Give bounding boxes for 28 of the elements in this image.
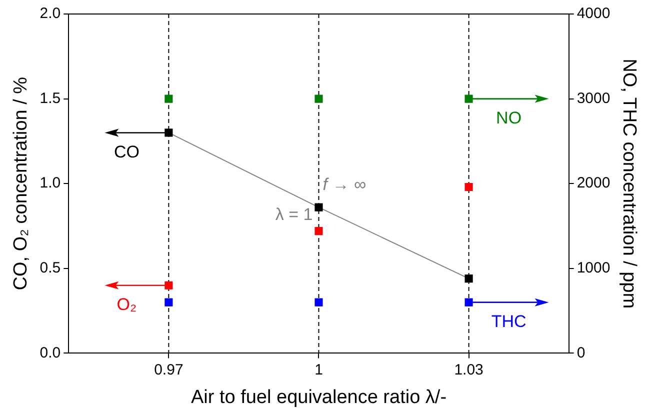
- point: [314, 203, 323, 212]
- legend-label: NO: [496, 108, 522, 128]
- y-tick-label: 1.5: [40, 90, 61, 107]
- y-tick-label: 0.0: [40, 344, 61, 362]
- y-tick-label: 2.0: [40, 5, 61, 22]
- annotation: λ = 1: [275, 205, 313, 224]
- y2-tick-label: 3000: [576, 90, 610, 107]
- y2-tick-label: 4000: [576, 5, 610, 22]
- point: [164, 281, 173, 290]
- legend-label: THC: [491, 312, 526, 332]
- x-tick-label: 0.97: [154, 361, 184, 378]
- y-axis-title: CO, O₂ concentration / %: [10, 76, 32, 290]
- y2-tick-label: 1000: [576, 260, 610, 277]
- point: [164, 128, 173, 137]
- y-tick-label: 0.5: [40, 260, 61, 277]
- y2-axis-title: NO, THC concentration / ppm: [618, 58, 640, 309]
- legend-label: CO: [114, 142, 140, 162]
- point: [314, 227, 323, 236]
- point: [464, 274, 473, 283]
- x-tick-label: 1: [314, 361, 323, 378]
- x-axis-title: Air to fuel equivalence ratio λ/-: [190, 386, 447, 408]
- annotation: f → ∞: [322, 175, 366, 194]
- point: [464, 182, 473, 192]
- y2-tick-label: 0: [576, 344, 586, 362]
- y2-tick-label: 2000: [576, 174, 610, 192]
- y-tick-label: 1.0: [40, 174, 61, 192]
- legend-label: O₂: [116, 295, 137, 314]
- x-tick-label: 1.03: [454, 361, 484, 378]
